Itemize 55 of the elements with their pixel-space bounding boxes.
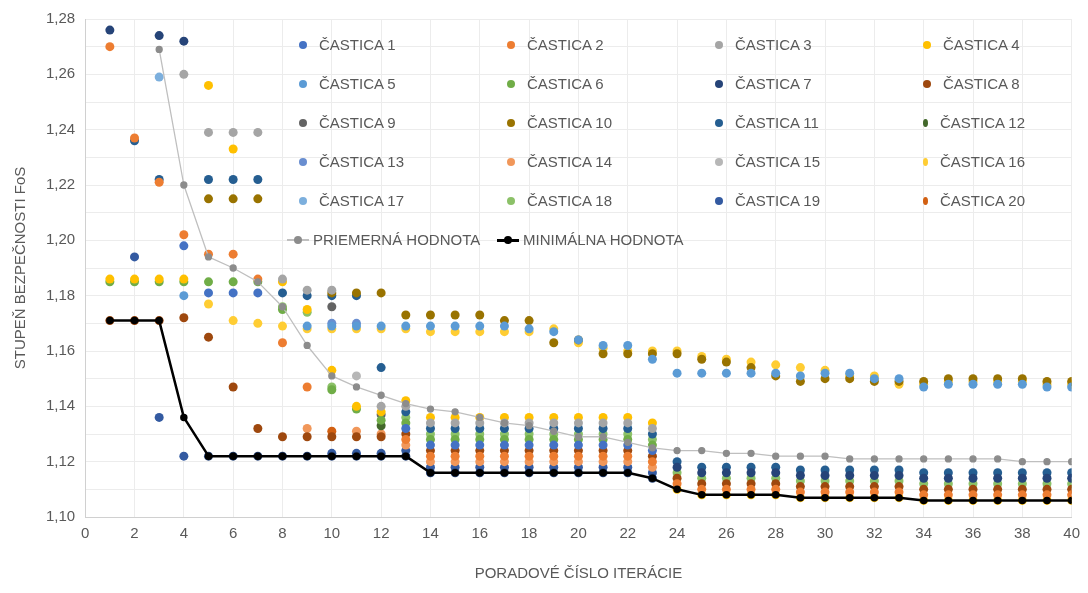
x-tick-label: 14 [422, 524, 439, 542]
legend-label: ČASTICA 14 [527, 153, 613, 170]
x-tick-label: 8 [278, 524, 287, 542]
legend-label: ČASTICA 5 [319, 75, 396, 92]
x-tick-label: 40 [1063, 524, 1080, 542]
x-tick-label: 6 [228, 524, 238, 542]
y-tick-label: 1,12 [45, 451, 76, 469]
legend-label: ČASTICA 8 [943, 75, 1020, 92]
legend-label: ČASTICA 19 [735, 192, 821, 209]
x-tick-label: 32 [866, 524, 883, 542]
x-tick-label: 20 [570, 524, 587, 542]
legend-label: ČASTICA 13 [319, 153, 405, 170]
x-tick-label: 12 [372, 524, 390, 542]
y-tick-label: 1,24 [45, 119, 76, 137]
legend-label: ČASTICA 2 [527, 36, 604, 53]
x-tick-label: 26 [718, 524, 735, 542]
legend-label: ČASTICA 9 [319, 114, 396, 131]
x-tick-label: 28 [767, 524, 785, 542]
x-tick-label: 30 [816, 524, 834, 542]
legend-label: ČASTICA 20 [939, 192, 1025, 209]
legend-label: ČASTICA 17 [319, 192, 405, 209]
x-tick-label: 18 [520, 524, 538, 542]
x-tick-label: 10 [323, 524, 341, 542]
y-tick-label: 1,26 [45, 64, 76, 82]
legend-label: ČASTICA 15 [735, 153, 821, 170]
legend-label: ČASTICA 11 [735, 114, 819, 131]
x-tick-label: 34 [915, 524, 933, 542]
legend-label: ČASTICA 10 [527, 114, 613, 131]
x-tick-label: 38 [1013, 524, 1031, 542]
legend-label: ČASTICA 7 [735, 75, 812, 92]
legend-label: PRIEMERNÁ HODNOTA [313, 231, 481, 248]
x-tick-label: 24 [668, 524, 686, 542]
y-tick-label: 1,16 [45, 341, 76, 359]
legend-label: ČASTICA 4 [943, 36, 1020, 53]
x-tick-label: 22 [619, 524, 637, 542]
x-tick-label: 36 [964, 524, 982, 542]
x-axis-title: PORADOVÉ ČÍSLO ITERÁCIE [474, 564, 683, 582]
legend-label: ČASTICA 3 [735, 36, 812, 53]
y-tick-label: 1,22 [45, 175, 76, 193]
legend-label: ČASTICA 16 [939, 153, 1025, 170]
y-axis-title: STUPEŇ BEZPEČNOSTI FoS [11, 166, 29, 370]
x-tick-label: 2 [130, 524, 139, 542]
y-tick-label: 1,10 [45, 507, 76, 525]
y-tick-label: 1,20 [45, 230, 76, 248]
x-tick-label: 16 [471, 524, 489, 542]
legend-label: ČASTICA 12 [939, 114, 1025, 131]
legend-label: MINIMÁLNA HODNOTA [523, 231, 684, 248]
y-tick-label: 1,18 [45, 285, 76, 303]
legend-label: ČASTICA 18 [527, 192, 613, 209]
y-tick-label: 1,14 [45, 396, 76, 414]
x-tick-label: 4 [179, 524, 189, 542]
legend-label: ČASTICA 6 [527, 75, 604, 92]
x-tick-label: 0 [81, 524, 90, 542]
y-tick-label: 1,28 [45, 9, 76, 27]
legend-label: ČASTICA 1 [319, 36, 396, 53]
